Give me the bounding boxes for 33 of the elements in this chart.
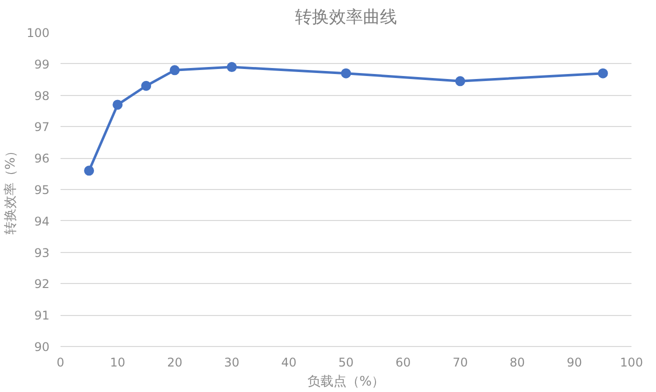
point bbox=[226, 62, 237, 72]
point bbox=[455, 76, 466, 86]
chart-title: 转换效率曲线 bbox=[295, 8, 397, 28]
y-tick-label: 91 bbox=[34, 308, 50, 323]
y-tick-label: 92 bbox=[34, 277, 50, 292]
point bbox=[84, 166, 94, 176]
point bbox=[170, 65, 180, 76]
y-axis-title: 转换效率（%） bbox=[2, 144, 19, 235]
y-tick-label: 100 bbox=[26, 26, 50, 40]
x-tick-label: 90 bbox=[566, 356, 582, 370]
y-tick-label: 90 bbox=[34, 340, 50, 354]
x-tick-label: 30 bbox=[224, 356, 240, 370]
y-tick-label: 94 bbox=[34, 214, 50, 228]
y-tick-label: 95 bbox=[34, 183, 50, 197]
y-tick-label: 97 bbox=[34, 120, 50, 134]
y-tick-label: 98 bbox=[34, 88, 50, 103]
point bbox=[598, 68, 608, 78]
x-tick-label: 100 bbox=[620, 356, 643, 370]
x-tick-label: 40 bbox=[281, 356, 297, 370]
x-tick-label: 70 bbox=[452, 356, 468, 370]
point bbox=[341, 68, 351, 78]
x-axis-title: 负载点（%） bbox=[307, 374, 385, 390]
y-tick-label: 93 bbox=[34, 246, 50, 260]
y-tick-label: 96 bbox=[34, 152, 50, 166]
x-tick-label: 80 bbox=[510, 356, 525, 370]
x-tick-label: 20 bbox=[167, 356, 182, 370]
x-tick-label: 0 bbox=[56, 356, 64, 370]
x-tick-label: 60 bbox=[395, 356, 411, 370]
x-tick-label: 50 bbox=[338, 356, 354, 370]
point bbox=[112, 100, 123, 110]
x-tick-label: 10 bbox=[110, 356, 126, 370]
y-tick-label: 99 bbox=[34, 57, 50, 72]
point bbox=[141, 80, 152, 91]
